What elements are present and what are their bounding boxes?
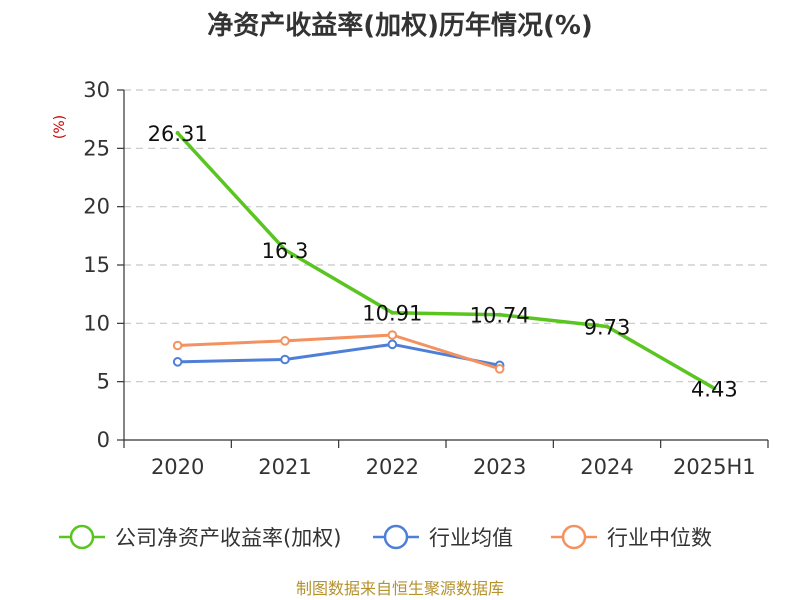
legend-label: 行业均值 xyxy=(429,526,513,550)
legend-label: 行业中位数 xyxy=(607,526,712,550)
data-label: 4.43 xyxy=(691,377,738,401)
data-point xyxy=(497,312,502,317)
x-tick-label: 2023 xyxy=(473,455,526,479)
series-line xyxy=(176,342,502,367)
legend-item[interactable]: 公司净资产收益率(加权) xyxy=(59,524,341,550)
series-line xyxy=(176,333,502,371)
y-tick-label: 15 xyxy=(83,253,110,277)
legend-item[interactable]: 行业中位数 xyxy=(551,524,712,550)
source-note: 制图数据来自恒生聚源数据库 xyxy=(296,579,504,598)
legend-item[interactable]: 行业均值 xyxy=(373,524,513,550)
data-point xyxy=(390,310,395,315)
x-tick-label: 2021 xyxy=(258,455,311,479)
data-point xyxy=(280,336,290,346)
data-point xyxy=(712,386,717,391)
x-tick-label: 2024 xyxy=(580,455,633,479)
data-point xyxy=(494,364,505,374)
data-point xyxy=(605,324,609,329)
series-lines xyxy=(172,131,717,391)
data-label: 10.74 xyxy=(470,304,530,328)
data-point xyxy=(280,354,290,365)
data-point xyxy=(172,357,183,367)
axes: 0 5 10 15 20 25 30 2020 2021 2022 2023 2024 2025H1 xyxy=(83,78,769,479)
data-labels: 26.31 16.3 10.91 10.74 9.73 4.43 xyxy=(148,122,738,401)
x-tick-label: 2022 xyxy=(366,455,419,479)
legend-swatch-marker xyxy=(561,524,587,550)
data-point xyxy=(387,339,398,350)
legend-label: 公司净资产收益率(加权) xyxy=(115,526,341,550)
y-tick-label: 25 xyxy=(83,136,110,160)
y-tick-label: 10 xyxy=(83,311,110,335)
data-label: 16.3 xyxy=(262,239,309,263)
grid-lines xyxy=(124,89,768,383)
data-point xyxy=(175,131,180,136)
y-tick-label: 20 xyxy=(83,195,110,219)
x-tick-label: 2025H1 xyxy=(673,455,756,479)
legend-swatch-marker xyxy=(383,524,409,550)
y-tick-label: 30 xyxy=(83,78,110,102)
data-point xyxy=(172,340,183,351)
data-point xyxy=(387,330,398,340)
y-tick-label: 0 xyxy=(97,428,110,452)
data-label: 26.31 xyxy=(148,122,208,146)
chart-title: 净资产收益率(加权)历年情况(%) xyxy=(207,10,593,41)
x-tick-label: 2020 xyxy=(151,455,204,479)
series-line xyxy=(175,131,717,391)
y-tick-label: 5 xyxy=(97,370,110,394)
data-label: 9.73 xyxy=(584,315,631,339)
y-axis-unit-label: (%) xyxy=(52,115,68,139)
data-point xyxy=(283,247,287,252)
legend[interactable]: 公司净资产收益率(加权) 行业均值 行业中位数 xyxy=(59,524,712,550)
legend-swatch-marker xyxy=(69,524,95,550)
data-label: 10.91 xyxy=(362,302,422,326)
